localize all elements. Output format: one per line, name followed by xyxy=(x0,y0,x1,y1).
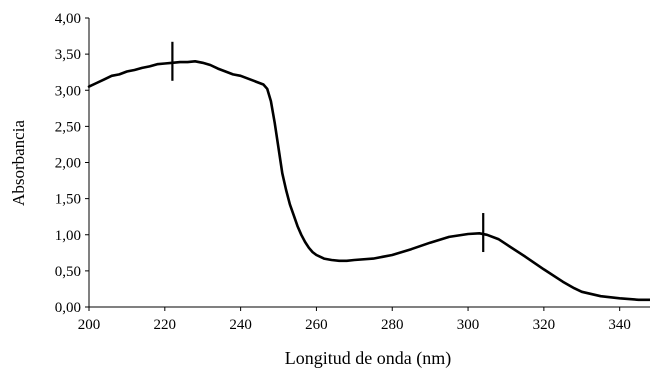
x-tick-label: 300 xyxy=(457,317,480,333)
y-tick-label: 0,50 xyxy=(55,264,81,280)
x-axis-title: Longitud de onda (nm) xyxy=(285,348,451,368)
y-tick-label: 1,00 xyxy=(55,228,81,244)
y-tick-label: 1,50 xyxy=(55,192,81,208)
y-tick-label: 2,00 xyxy=(55,156,81,172)
y-tick-label: 0,00 xyxy=(55,300,81,316)
axes: 0,00 0,50 1,00 1,50 2,00 2,50 3,00 3,50 4,00 200 2… xyxy=(55,11,650,333)
y-tick-label: 3,50 xyxy=(55,47,81,63)
x-tick-label: 200 xyxy=(78,317,101,333)
y-tick-label: 4,00 xyxy=(55,11,81,27)
x-tick-label: 240 xyxy=(229,317,252,333)
markers-layer xyxy=(171,41,485,253)
x-tick-label: 260 xyxy=(305,317,328,333)
y-tick-label: 2,50 xyxy=(55,119,81,135)
absorbance-line xyxy=(87,59,650,302)
y-tick-label: 3,00 xyxy=(55,83,81,99)
x-tick-label: 340 xyxy=(608,317,631,333)
x-tick-label: 220 xyxy=(154,317,177,333)
x-tick-label: 320 xyxy=(533,317,556,333)
y-axis-title: Absorbancia xyxy=(9,120,28,206)
series-layer xyxy=(87,59,650,302)
x-tick-label: 280 xyxy=(381,317,404,333)
